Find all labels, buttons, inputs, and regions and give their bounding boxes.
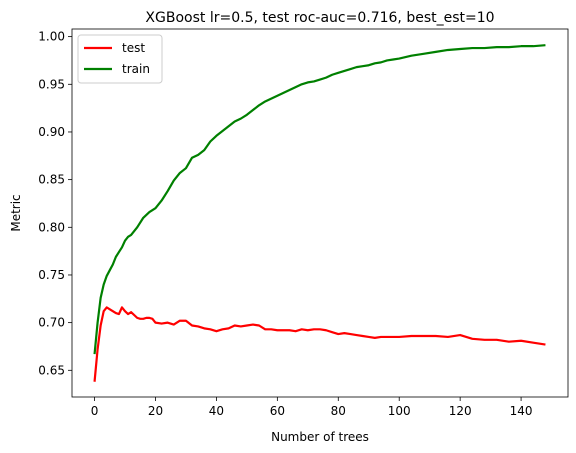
- plot-frame: [71, 28, 569, 398]
- y-tick-label: 0.65: [38, 363, 65, 377]
- y-axis: 0.65 0.70 0.75 0.80 0.85 0.90 0.95 1.00: [38, 30, 72, 377]
- x-tick-label: 20: [148, 404, 163, 418]
- x-tick-label: 80: [331, 404, 346, 418]
- series-line-test: [93, 306, 546, 382]
- y-axis-label: Metric: [9, 194, 23, 231]
- y-tick-label: 0.75: [38, 268, 65, 282]
- x-axis: 0 20 40 60 80 100 120 140: [91, 397, 533, 418]
- y-tick-label: 0.70: [38, 316, 65, 330]
- legend-label-test: test: [122, 41, 145, 55]
- y-tick-label: 1.00: [38, 30, 65, 44]
- x-axis-label: Number of trees: [271, 430, 369, 444]
- x-tick-label: 60: [270, 404, 285, 418]
- x-tick-label: 40: [209, 404, 224, 418]
- x-tick-label: 0: [91, 404, 99, 418]
- x-tick-label: 140: [510, 404, 533, 418]
- series-line-train: [93, 44, 546, 355]
- x-tick-label: 100: [388, 404, 411, 418]
- y-tick-label: 0.95: [38, 77, 65, 91]
- x-tick-label: 120: [449, 404, 472, 418]
- legend-label-train: train: [122, 62, 150, 76]
- y-tick-label: 0.90: [38, 125, 65, 139]
- series-layer: [93, 44, 546, 382]
- chart-title: XGBoost lr=0.5, test roc-auc=0.716, best…: [145, 10, 494, 26]
- legend: test train: [77, 34, 163, 84]
- y-tick-label: 0.85: [38, 173, 65, 187]
- y-tick-label: 0.80: [38, 220, 65, 234]
